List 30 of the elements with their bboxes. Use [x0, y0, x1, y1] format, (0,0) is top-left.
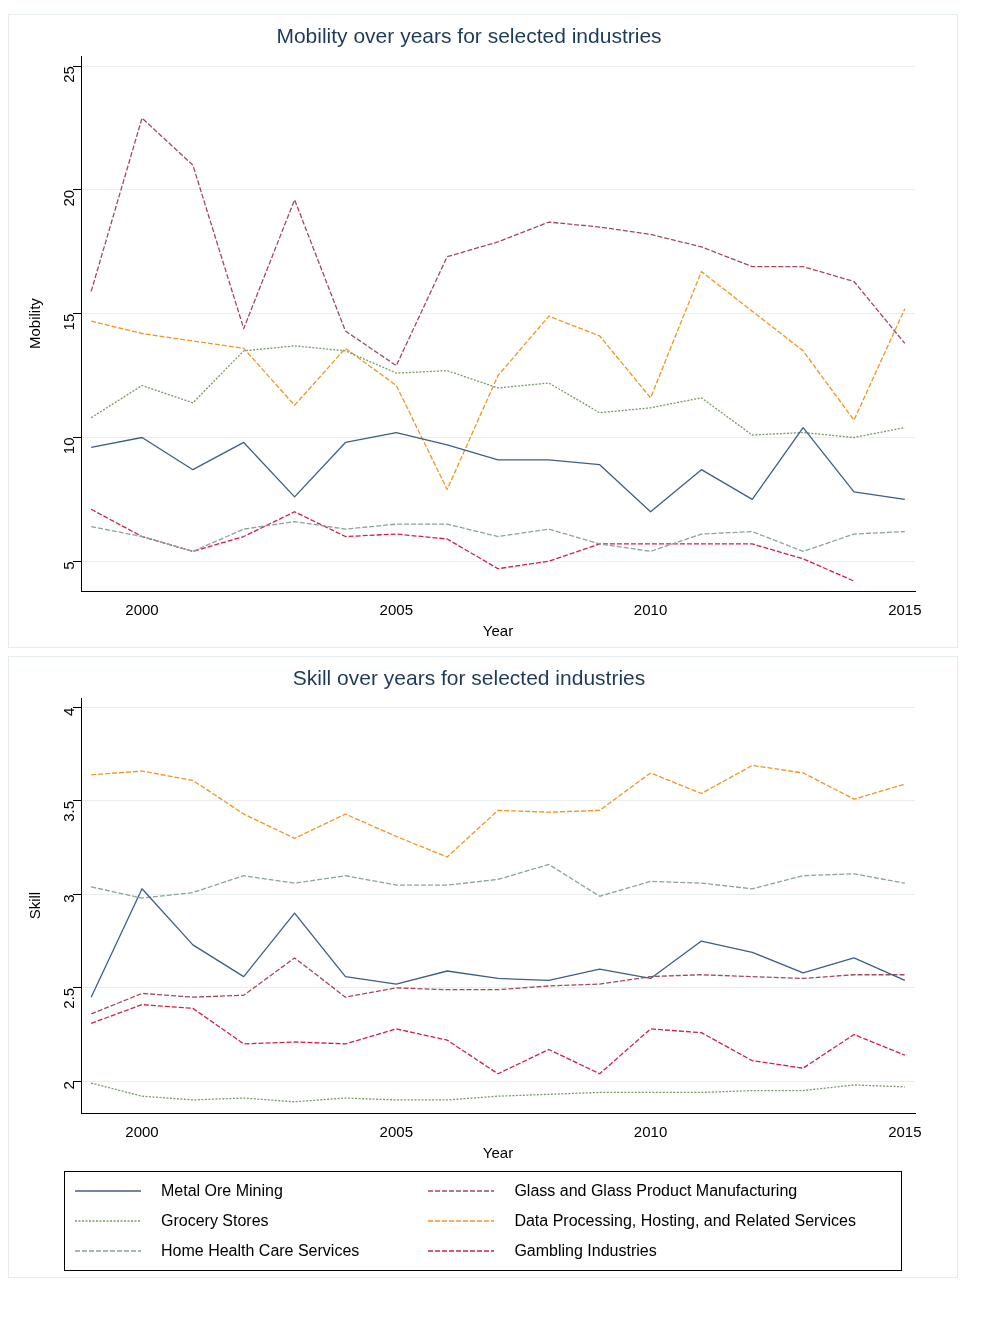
y-tick-label: 25	[60, 66, 78, 83]
x-tick-label: 2010	[633, 601, 668, 619]
x-tick-label: 2000	[125, 1123, 159, 1141]
y-tick-label: 4	[60, 707, 78, 716]
legend-label: Glass and Glass Product Manufacturing	[514, 1182, 798, 1200]
chart-title: Skill over years for selected industries	[292, 666, 646, 690]
y-tick-label: 3	[60, 894, 78, 903]
x-tick-label: 2010	[633, 1123, 668, 1141]
legend-label: Grocery Stores	[161, 1212, 269, 1230]
y-tick-label: 15	[60, 313, 78, 331]
y-tick-label: 2	[60, 1081, 78, 1090]
legend-label: Metal Ore Mining	[161, 1182, 283, 1200]
legend-label: Data Processing, Hosting, and Related Services	[514, 1212, 856, 1230]
y-axis-title: Mobility	[26, 297, 44, 350]
x-axis-title: Year	[482, 622, 514, 640]
x-tick-label: 2015	[888, 601, 922, 619]
x-tick-label: 2005	[379, 601, 413, 619]
y-tick-label: 3.5	[60, 800, 78, 822]
y-tick-label: 10	[60, 437, 78, 455]
y-tick-label: 20	[60, 189, 78, 207]
y-tick-label: 5	[60, 561, 78, 570]
x-tick-label: 2015	[888, 1123, 922, 1141]
legend-label: Gambling Industries	[514, 1242, 657, 1260]
chart-title: Mobility over years for selected industries	[276, 24, 662, 48]
x-tick-label: 2000	[125, 601, 159, 619]
x-tick-label: 2005	[379, 1123, 413, 1141]
y-tick-label: 2.5	[60, 987, 78, 1009]
x-axis-title: Year	[482, 1144, 514, 1162]
y-axis-title: Skill	[26, 891, 44, 920]
legend-label: Home Health Care Services	[161, 1242, 360, 1260]
